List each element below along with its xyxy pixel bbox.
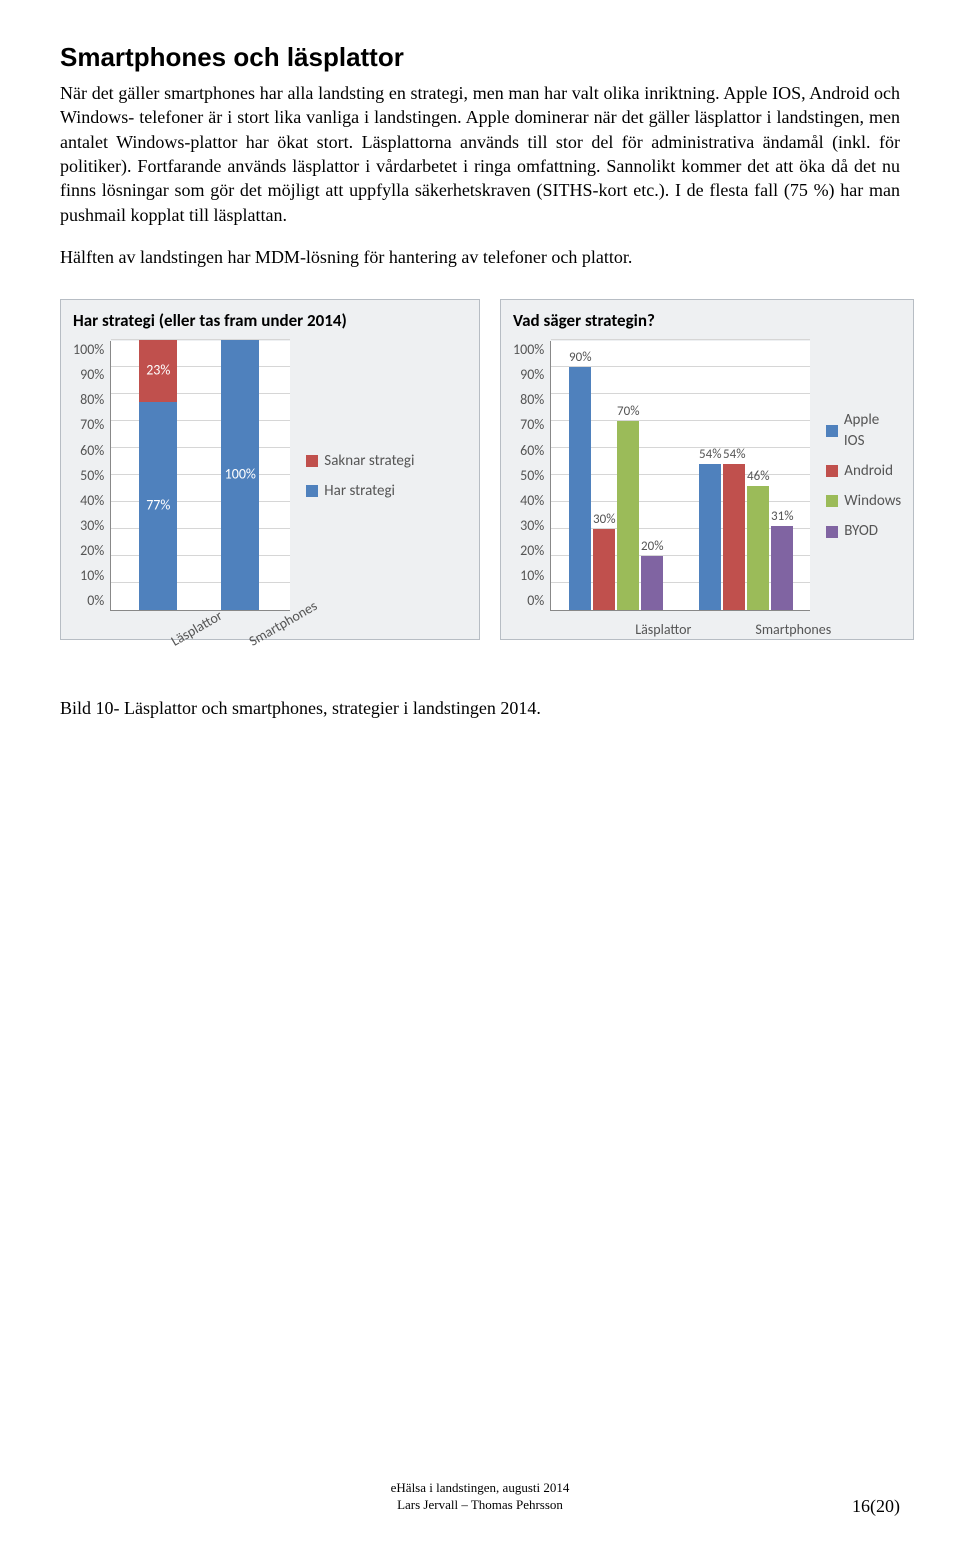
chart2-bar: 54% [699, 464, 721, 610]
chart2-ytick: 80% [520, 391, 544, 410]
chart1-ytick: 100% [73, 341, 104, 360]
chart2-ytick: 100% [513, 341, 544, 360]
chart2-legend-item: BYOD [826, 521, 901, 541]
chart2-ytick: 40% [520, 492, 544, 511]
chart2-ytick: 70% [520, 416, 544, 435]
chart1-ytick: 30% [80, 517, 104, 536]
legend-label: Android [844, 461, 893, 481]
legend-label: Har strategi [324, 481, 395, 501]
legend-swatch [826, 526, 838, 538]
chart2-ytick: 60% [520, 442, 544, 461]
chart2-bar: 46% [747, 486, 769, 610]
chart1-ytick: 60% [80, 442, 104, 461]
chart2-xaxis: LäsplattorSmartphones [598, 621, 858, 641]
page-footer: eHälsa i landstingen, augusti 2014 Lars … [0, 1479, 960, 1514]
legend-label: Saknar strategi [324, 451, 414, 471]
footer-line-2: Lars Jervall – Thomas Pehrsson [0, 1496, 960, 1514]
chart1-title: Har strategi (eller tas fram under 2014) [73, 310, 467, 333]
chart1-xaxis: LäsplattorSmartphones [158, 613, 338, 659]
chart1-legend-item: Har strategi [306, 481, 414, 501]
footer-line-1: eHälsa i landstingen, augusti 2014 [0, 1479, 960, 1497]
chart-strategy-exists: Har strategi (eller tas fram under 2014)… [60, 299, 480, 640]
chart2-title: Vad säger strategin? [513, 310, 901, 333]
chart2-ytick: 50% [520, 467, 544, 486]
chart2-plot: 90%30%70%20%54%54%46%31% [550, 341, 810, 611]
chart2-bar: 20% [641, 556, 663, 610]
chart1-bar: 77%23% [139, 340, 177, 610]
legend-swatch [826, 425, 838, 437]
legend-label: Apple IOS [844, 410, 901, 451]
chart1-ytick: 50% [80, 467, 104, 486]
chart1-bar: 100% [221, 340, 259, 610]
page-number: 16(20) [852, 1494, 900, 1518]
chart1-ytick: 0% [87, 592, 104, 611]
chart1-ytick: 80% [80, 391, 104, 410]
chart1-ytick: 20% [80, 542, 104, 561]
legend-swatch [826, 495, 838, 507]
chart2-bar: 70% [617, 421, 639, 610]
chart1-plot: 77%23% 100% [110, 341, 290, 611]
chart2-ytick: 0% [527, 592, 544, 611]
chart2-ytick: 10% [520, 567, 544, 586]
chart2-category-label: Läsplattor [598, 621, 728, 641]
chart2-legend-item: Apple IOS [826, 410, 901, 451]
legend-swatch [826, 465, 838, 477]
legend-label: BYOD [844, 521, 878, 541]
chart1-legend-item: Saknar strategi [306, 451, 414, 471]
chart2-bar: 54% [723, 464, 745, 610]
chart1-ytick: 10% [80, 567, 104, 586]
chart-strategy-says: Vad säger strategin? 100% 90% 80% 70% 60% 50%… [500, 299, 914, 640]
paragraph-2: Hälften av landstingen har MDM-lösning f… [60, 245, 900, 269]
legend-label: Windows [844, 491, 901, 511]
chart1-yaxis: 100% 90% 80% 70% 60% 50% 40% 30% 20% 10% 0% [73, 341, 110, 611]
chart1-ytick: 90% [80, 366, 104, 385]
chart2-bar: 30% [593, 529, 615, 610]
page-heading: Smartphones och läsplattor [60, 40, 900, 75]
chart2-legend-item: Android [826, 461, 901, 481]
paragraph-1: När det gäller smartphones har alla land… [60, 81, 900, 227]
chart2-ytick: 30% [520, 517, 544, 536]
chart1-legend: Saknar strategi Har strategi [290, 341, 414, 611]
chart2-yaxis: 100% 90% 80% 70% 60% 50% 40% 30% 20% 10% 0% [513, 341, 550, 611]
chart2-ytick: 20% [520, 542, 544, 561]
chart1-ytick: 70% [80, 416, 104, 435]
legend-swatch [306, 485, 318, 497]
chart1-ytick: 40% [80, 492, 104, 511]
chart2-bar: 90% [569, 367, 591, 610]
chart2-legend: Apple IOS Android Windows BYOD [810, 341, 901, 611]
figure-caption: Bild 10- Läsplattor och smartphones, str… [60, 696, 900, 720]
chart2-bar: 31% [771, 526, 793, 610]
charts-row: Har strategi (eller tas fram under 2014)… [60, 299, 900, 640]
chart2-category-label: Smartphones [728, 621, 858, 641]
legend-swatch [306, 455, 318, 467]
chart1-category-label: Läsplattor [168, 607, 226, 651]
chart2-ytick: 90% [520, 366, 544, 385]
chart2-group: 90%30%70%20% [569, 367, 663, 610]
chart2-group: 54%54%46%31% [699, 464, 793, 610]
chart2-legend-item: Windows [826, 491, 901, 511]
